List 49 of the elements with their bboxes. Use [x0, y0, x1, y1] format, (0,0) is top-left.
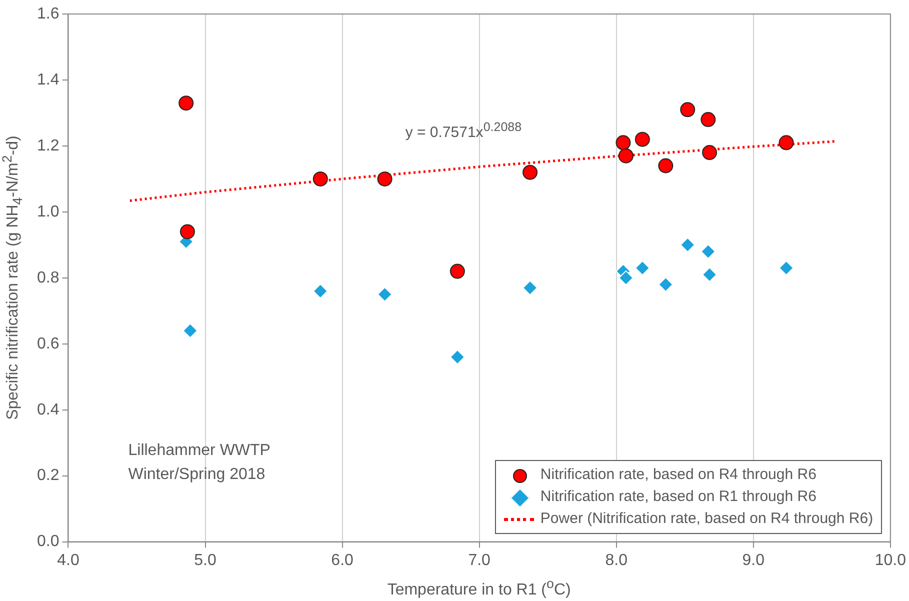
- x-tick-label: 8.0: [605, 552, 628, 569]
- legend-label: Nitrification rate, based on R4 through R6: [540, 466, 816, 484]
- y-tick-label: 1.0: [36, 203, 60, 220]
- point: [618, 148, 634, 164]
- point: [702, 267, 718, 282]
- point: [450, 264, 465, 279]
- point: [700, 244, 716, 260]
- point: [182, 323, 198, 338]
- y-tick-label: 0.8: [36, 269, 60, 286]
- point: [178, 96, 194, 111]
- point: [180, 224, 195, 240]
- point: [312, 171, 328, 186]
- point: [312, 284, 328, 299]
- y-tick-label: 0.0: [36, 533, 60, 550]
- x-tick-label: 6.0: [331, 552, 354, 569]
- point: [658, 158, 674, 174]
- annotation: Lillehammer WWTP: [128, 442, 270, 460]
- x-tick-label: 7.0: [468, 552, 491, 569]
- y-tick-label: 0.6: [36, 335, 60, 352]
- point: [680, 237, 696, 252]
- point: [702, 145, 718, 160]
- legend-label: Power (Nitrification rate, based on R4 through R6): [540, 510, 874, 528]
- y-tick-label: 1.6: [36, 5, 60, 22]
- point: [522, 280, 538, 296]
- y-tick-label: 1.4: [36, 71, 60, 88]
- point: [700, 112, 716, 128]
- point: [634, 132, 650, 147]
- annotation: y = 0.7571x$^{0.2088}$: [405, 120, 522, 141]
- y-tick-label: 0.2: [36, 467, 60, 484]
- point: [778, 260, 794, 276]
- x-tick-label: 5.0: [194, 552, 216, 569]
- point: [658, 277, 674, 292]
- x-axis-title: Temperature in to R1 ($^{o}$C): [387, 576, 571, 600]
- x-tick-label: 9.0: [742, 552, 765, 569]
- y-tick-label: 1.2: [36, 137, 60, 154]
- x-tick-label: 4.0: [57, 552, 80, 569]
- point: [618, 270, 634, 286]
- x-tick-label: 10.0: [874, 552, 906, 569]
- point: [522, 164, 538, 180]
- legend-label: Nitrification rate, based on R1 through R6: [540, 488, 816, 506]
- point: [450, 350, 465, 365]
- point: [377, 286, 392, 302]
- point: [616, 135, 631, 150]
- y-tick-label: 0.4: [36, 401, 60, 418]
- point: [634, 260, 650, 276]
- annotation: Winter/Spring 2018: [128, 466, 266, 484]
- point: [778, 135, 794, 150]
- point: [377, 171, 392, 186]
- point: [680, 102, 696, 118]
